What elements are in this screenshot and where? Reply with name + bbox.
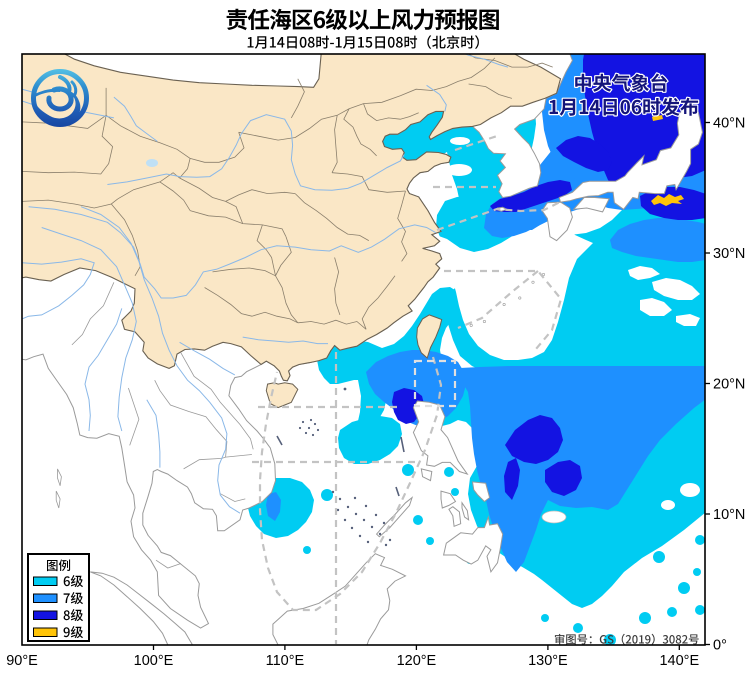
svg-text:90°E: 90°E <box>6 653 38 669</box>
svg-text:100°E: 100°E <box>134 653 174 669</box>
svg-text:0°: 0° <box>713 638 727 654</box>
svg-text:110°E: 110°E <box>266 653 305 669</box>
svg-text:30°N: 30°N <box>713 246 745 262</box>
svg-text:120°E: 120°E <box>397 653 437 669</box>
svg-text:20°N: 20°N <box>713 377 745 393</box>
svg-text:10°N: 10°N <box>713 507 745 523</box>
svg-text:130°E: 130°E <box>528 653 568 669</box>
svg-text:40°N: 40°N <box>713 116 745 132</box>
svg-text:140°E: 140°E <box>659 653 699 669</box>
